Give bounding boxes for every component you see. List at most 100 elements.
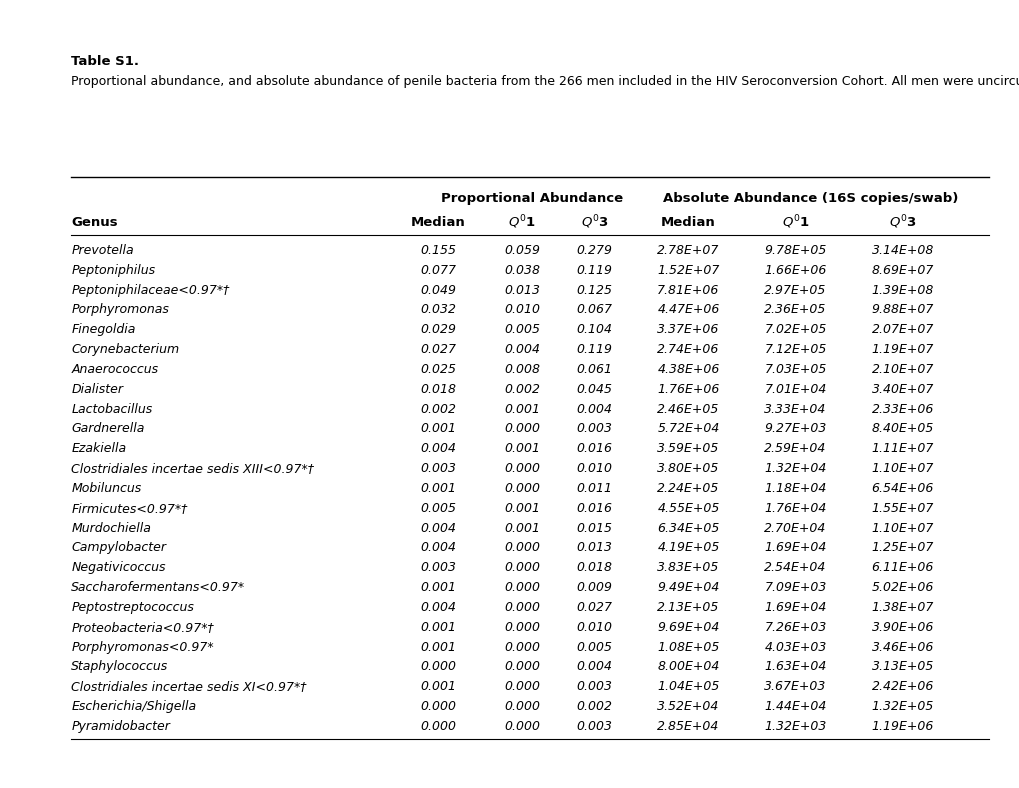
Text: 7.01E+04: 7.01E+04: [763, 383, 826, 396]
Text: 0.000: 0.000: [503, 581, 540, 594]
Text: 0.018: 0.018: [576, 561, 612, 574]
Text: 1.55E+07: 1.55E+07: [870, 502, 933, 515]
Text: Anaerococcus: Anaerococcus: [71, 362, 158, 376]
Text: 2.97E+05: 2.97E+05: [763, 284, 826, 296]
Text: 0.016: 0.016: [576, 502, 612, 515]
Text: Clostridiales incertae sedis XIII<0.97*†: Clostridiales incertae sedis XIII<0.97*†: [71, 462, 314, 475]
Text: 9.78E+05: 9.78E+05: [763, 243, 826, 257]
Text: Proteobacteria<0.97*†: Proteobacteria<0.97*†: [71, 621, 214, 634]
Text: 0.010: 0.010: [576, 621, 612, 634]
Text: 7.81E+06: 7.81E+06: [656, 284, 719, 296]
Text: 0.003: 0.003: [576, 422, 612, 436]
Text: $\mathit{Q}^0$3: $\mathit{Q}^0$3: [580, 214, 608, 231]
Text: Median: Median: [411, 216, 466, 229]
Text: 3.83E+05: 3.83E+05: [656, 561, 719, 574]
Text: 2.54E+04: 2.54E+04: [763, 561, 826, 574]
Text: 2.46E+05: 2.46E+05: [656, 403, 719, 415]
Text: 1.25E+07: 1.25E+07: [870, 541, 933, 555]
Text: 3.80E+05: 3.80E+05: [656, 462, 719, 475]
Text: 0.104: 0.104: [576, 323, 612, 336]
Text: 0.119: 0.119: [576, 343, 612, 356]
Text: 0.000: 0.000: [503, 680, 540, 693]
Text: 4.47E+06: 4.47E+06: [656, 303, 719, 316]
Text: 4.38E+06: 4.38E+06: [656, 362, 719, 376]
Text: 0.045: 0.045: [576, 383, 612, 396]
Text: 0.000: 0.000: [503, 482, 540, 495]
Text: 0.001: 0.001: [420, 581, 457, 594]
Text: Median: Median: [660, 216, 715, 229]
Text: Proportional Abundance: Proportional Abundance: [440, 192, 623, 205]
Text: 0.000: 0.000: [503, 462, 540, 475]
Text: 1.44E+04: 1.44E+04: [763, 700, 826, 713]
Text: 0.003: 0.003: [576, 680, 612, 693]
Text: 2.24E+05: 2.24E+05: [656, 482, 719, 495]
Text: 0.000: 0.000: [503, 660, 540, 674]
Text: 7.03E+05: 7.03E+05: [763, 362, 826, 376]
Text: 6.34E+05: 6.34E+05: [656, 522, 719, 534]
Text: 0.000: 0.000: [503, 541, 540, 555]
Text: 5.02E+06: 5.02E+06: [870, 581, 933, 594]
Text: 1.39E+08: 1.39E+08: [870, 284, 933, 296]
Text: $\mathit{Q}^0$3: $\mathit{Q}^0$3: [888, 214, 916, 231]
Text: Murdochiella: Murdochiella: [71, 522, 151, 534]
Text: 3.90E+06: 3.90E+06: [870, 621, 933, 634]
Text: 0.008: 0.008: [503, 362, 540, 376]
Text: 0.061: 0.061: [576, 362, 612, 376]
Text: 0.001: 0.001: [420, 621, 457, 634]
Text: Gardnerella: Gardnerella: [71, 422, 145, 436]
Text: Campylobacter: Campylobacter: [71, 541, 166, 555]
Text: Negativicoccus: Negativicoccus: [71, 561, 166, 574]
Text: 0.000: 0.000: [503, 700, 540, 713]
Text: Lactobacillus: Lactobacillus: [71, 403, 153, 415]
Text: 2.42E+06: 2.42E+06: [870, 680, 933, 693]
Text: 0.032: 0.032: [420, 303, 457, 316]
Text: 1.76E+04: 1.76E+04: [763, 502, 826, 515]
Text: 0.013: 0.013: [576, 541, 612, 555]
Text: 3.14E+08: 3.14E+08: [870, 243, 933, 257]
Text: 3.33E+04: 3.33E+04: [763, 403, 826, 415]
Text: 4.03E+03: 4.03E+03: [763, 641, 826, 653]
Text: 1.38E+07: 1.38E+07: [870, 601, 933, 614]
Text: 1.32E+05: 1.32E+05: [870, 700, 933, 713]
Text: 0.000: 0.000: [503, 720, 540, 733]
Text: 1.19E+07: 1.19E+07: [870, 343, 933, 356]
Text: 0.004: 0.004: [576, 403, 612, 415]
Text: 1.69E+04: 1.69E+04: [763, 541, 826, 555]
Text: 1.32E+03: 1.32E+03: [763, 720, 826, 733]
Text: 3.59E+05: 3.59E+05: [656, 442, 719, 455]
Text: 0.011: 0.011: [576, 482, 612, 495]
Text: 0.000: 0.000: [420, 720, 457, 733]
Text: 0.003: 0.003: [420, 561, 457, 574]
Text: 0.000: 0.000: [420, 700, 457, 713]
Text: 0.016: 0.016: [576, 442, 612, 455]
Text: 0.029: 0.029: [420, 323, 457, 336]
Text: 0.010: 0.010: [503, 303, 540, 316]
Text: 0.004: 0.004: [420, 442, 457, 455]
Text: 0.009: 0.009: [576, 581, 612, 594]
Text: 1.76E+06: 1.76E+06: [656, 383, 719, 396]
Text: 3.13E+05: 3.13E+05: [870, 660, 933, 674]
Text: 1.66E+06: 1.66E+06: [763, 264, 826, 277]
Text: 3.52E+04: 3.52E+04: [656, 700, 719, 713]
Text: 0.015: 0.015: [576, 522, 612, 534]
Text: 0.004: 0.004: [503, 343, 540, 356]
Text: 5.72E+04: 5.72E+04: [656, 422, 719, 436]
Text: 0.000: 0.000: [503, 601, 540, 614]
Text: 1.52E+07: 1.52E+07: [656, 264, 719, 277]
Text: 3.46E+06: 3.46E+06: [870, 641, 933, 653]
Text: 1.18E+04: 1.18E+04: [763, 482, 826, 495]
Text: 1.10E+07: 1.10E+07: [870, 522, 933, 534]
Text: 2.07E+07: 2.07E+07: [870, 323, 933, 336]
Text: Saccharofermentans<0.97*: Saccharofermentans<0.97*: [71, 581, 246, 594]
Text: 0.049: 0.049: [420, 284, 457, 296]
Text: Firmicutes<0.97*†: Firmicutes<0.97*†: [71, 502, 187, 515]
Text: 0.001: 0.001: [503, 403, 540, 415]
Text: 0.010: 0.010: [576, 462, 612, 475]
Text: Prevotella: Prevotella: [71, 243, 133, 257]
Text: 7.26E+03: 7.26E+03: [763, 621, 826, 634]
Text: Escherichia/Shigella: Escherichia/Shigella: [71, 700, 197, 713]
Text: 0.001: 0.001: [503, 442, 540, 455]
Text: 7.09E+03: 7.09E+03: [763, 581, 826, 594]
Text: 2.59E+04: 2.59E+04: [763, 442, 826, 455]
Text: 0.018: 0.018: [420, 383, 457, 396]
